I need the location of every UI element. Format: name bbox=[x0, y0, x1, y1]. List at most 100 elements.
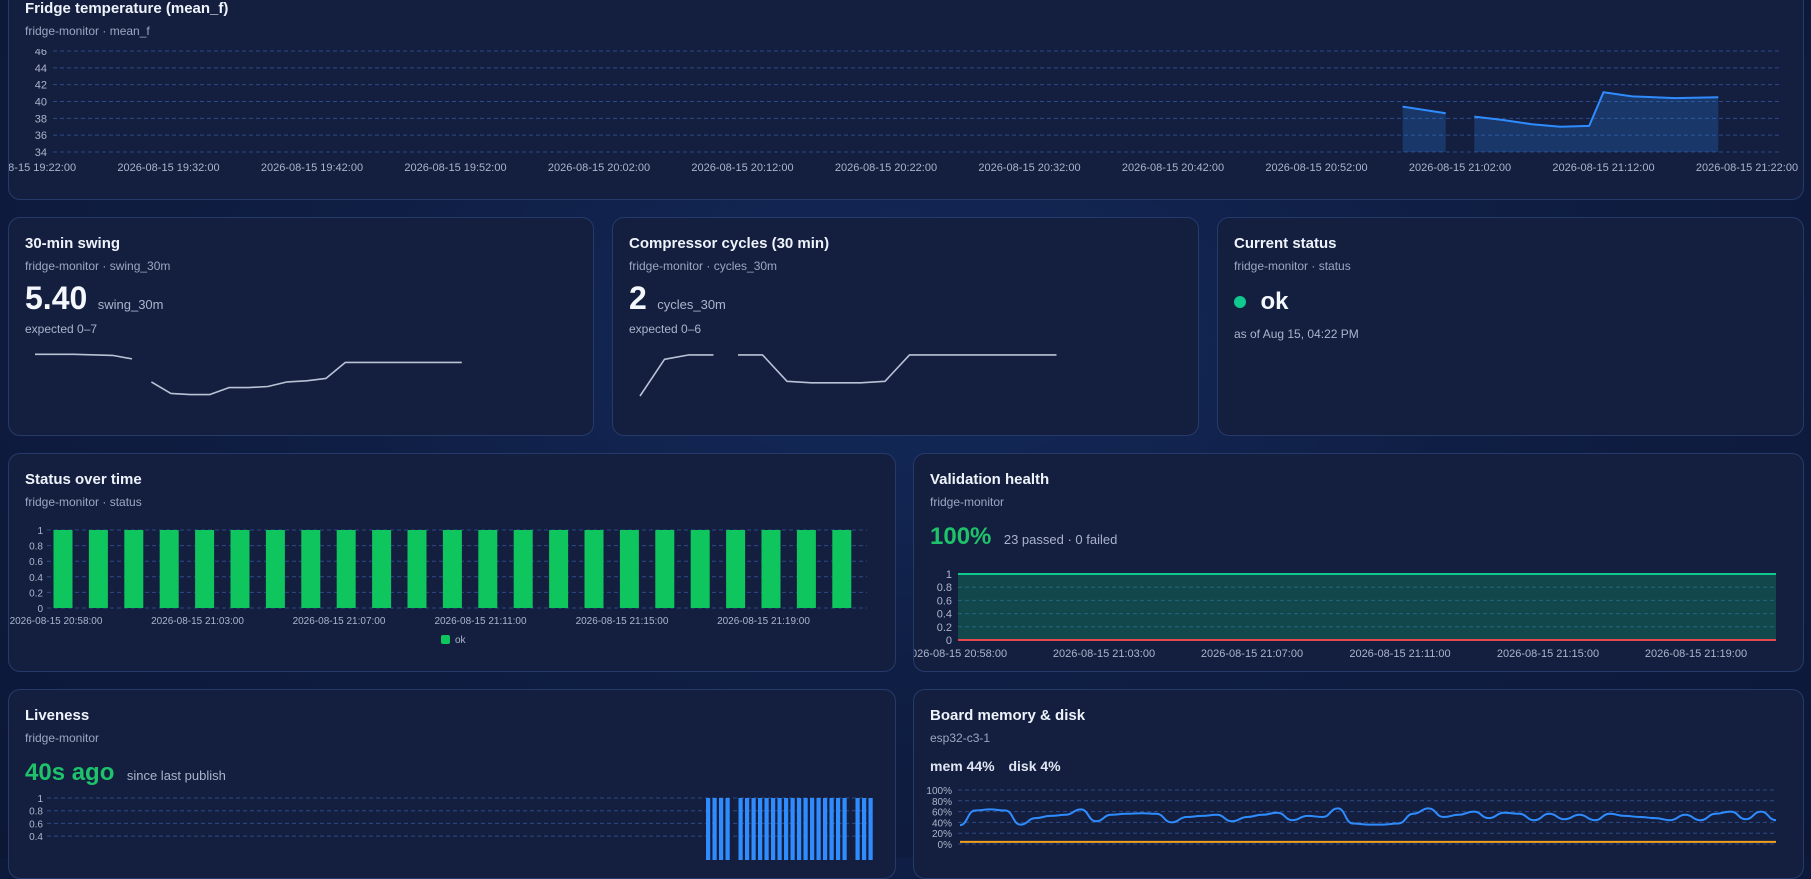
x-tick-label: 2026-08-15 20:32:00 bbox=[978, 162, 1080, 174]
temperature-area bbox=[1402, 106, 1446, 152]
panel-subtitle: fridge-monitor bbox=[930, 495, 1005, 509]
status-bar bbox=[336, 530, 356, 608]
validation-health-chart: 00.20.4 0.60.81 2026-08-15 20:58:00 2026-08… bbox=[914, 569, 1776, 660]
panel-subtitle: esp32-c3-1 bbox=[930, 731, 991, 745]
y-tick-label: 0.8 bbox=[29, 542, 43, 553]
y-tick-label: 0.4 bbox=[29, 573, 43, 584]
panel-title: Board memory & disk bbox=[930, 707, 1086, 724]
liveness-bar bbox=[784, 798, 789, 860]
validation-percent: 100% bbox=[930, 523, 992, 550]
status-bar bbox=[265, 530, 285, 608]
x-tick-label: 2026-08-15 21:19:00 bbox=[1645, 648, 1747, 660]
status-bar bbox=[761, 530, 781, 608]
y-tick-label: 0.2 bbox=[937, 622, 952, 634]
liveness-bar bbox=[868, 798, 873, 860]
panel-title: Status over time bbox=[25, 471, 142, 488]
validation-health-panel: Validation health fridge-monitor 100% 23… bbox=[913, 453, 1804, 672]
x-tick-label: 2026-08-15 21:11:00 bbox=[434, 616, 527, 627]
y-tick-label: 42 bbox=[35, 80, 47, 92]
x-tick-label: 2026-08-15 20:42:00 bbox=[1122, 162, 1224, 174]
liveness-bar bbox=[823, 798, 828, 860]
status-dot-icon bbox=[1234, 296, 1246, 308]
status-bar bbox=[796, 530, 816, 608]
liveness-bar bbox=[862, 798, 867, 860]
x-tick-label: 2026-08-15 21:07:00 bbox=[293, 616, 386, 627]
liveness-value: 40s ago bbox=[25, 759, 115, 786]
y-tick-label: 40 bbox=[35, 97, 47, 109]
liveness-bar bbox=[706, 798, 711, 860]
liveness-bar bbox=[803, 798, 808, 860]
panel-subtitle: fridge-monitor · cycles_30m bbox=[629, 259, 778, 273]
fridge-temperature-panel: Fridge temperature (mean_f) fridge-monit… bbox=[8, 0, 1804, 200]
status-bar bbox=[619, 530, 639, 608]
expected-range: expected 0–7 bbox=[25, 322, 98, 336]
x-tick-label: 2026-08-15 21:12:00 bbox=[1552, 162, 1654, 174]
y-tick-label: 1 bbox=[37, 526, 43, 537]
current-status-panel: Current status fridge-monitor · status o… bbox=[1217, 217, 1804, 436]
x-tick-label: 2026-08-15 20:58:00 bbox=[10, 616, 103, 627]
status-bar bbox=[690, 530, 710, 608]
disk-usage: disk 4% bbox=[1008, 758, 1061, 774]
expected-range: expected 0–6 bbox=[629, 322, 702, 336]
x-tick-label: 2026-08-15 21:07:00 bbox=[1201, 648, 1303, 660]
x-tick-label: 2026-08-15 19:22:00 bbox=[9, 162, 76, 174]
status-bar bbox=[726, 530, 746, 608]
x-tick-label: 2026-08-15 19:52:00 bbox=[404, 162, 506, 174]
liveness-bar bbox=[751, 798, 756, 860]
y-tick-label: 46 bbox=[35, 49, 47, 58]
memory-line bbox=[959, 807, 1777, 827]
compressor-cycles-panel: Compressor cycles (30 min) fridge-monito… bbox=[612, 217, 1199, 436]
x-tick-label: 2026-08-15 21:03:00 bbox=[1053, 648, 1155, 660]
board-memory-disk-panel: Board memory & disk esp32-c3-1 mem 44% d… bbox=[913, 689, 1804, 879]
x-tick-label: 2026-08-15 21:03:00 bbox=[151, 616, 244, 627]
legend-swatch-icon bbox=[441, 635, 450, 644]
status-bar bbox=[832, 530, 852, 608]
status-bar bbox=[478, 530, 498, 608]
sparkline-segment bbox=[639, 354, 714, 397]
panel-title: Fridge temperature (mean_f) bbox=[25, 0, 229, 17]
status-timestamp: as of Aug 15, 04:22 PM bbox=[1234, 327, 1359, 341]
liveness-bar bbox=[777, 798, 782, 860]
fridge-temperature-chart: 34 36 38 40 42 44 46 2026-08-15 19:22:00 2026-08… bbox=[9, 49, 1798, 174]
liveness-bar bbox=[771, 798, 776, 860]
liveness-bar bbox=[855, 798, 860, 860]
stat-row: 2 cycles_30m bbox=[629, 280, 726, 317]
y-tick-label: 100% bbox=[926, 786, 952, 797]
swing-sparkline bbox=[35, 353, 462, 396]
x-tick-label: 2026-08-15 20:02:00 bbox=[548, 162, 650, 174]
y-tick-label: 1 bbox=[37, 794, 43, 805]
swing-panel: 30-min swing fridge-monitor · swing_30m … bbox=[8, 217, 594, 436]
sparkline-segment bbox=[35, 353, 133, 360]
status-over-time-chart: 0 0.2 0.4 0.6 0.8 1 2026-08-15 20:58:00 2026-08… bbox=[10, 526, 867, 646]
panel-subtitle: fridge-monitor · status bbox=[1234, 259, 1351, 273]
y-tick-label: 1 bbox=[946, 569, 952, 581]
panel-subtitle: fridge-monitor · status bbox=[25, 495, 142, 509]
panel-title: 30-min swing bbox=[25, 235, 121, 252]
legend-label: ok bbox=[455, 635, 467, 646]
y-tick-label: 34 bbox=[35, 147, 47, 159]
y-tick-label: 20% bbox=[932, 829, 952, 840]
liveness-bar bbox=[725, 798, 730, 860]
liveness-bar bbox=[810, 798, 815, 860]
status-bar bbox=[53, 530, 73, 608]
x-tick-label: 2026-08-15 20:58:00 bbox=[914, 648, 1007, 660]
liveness-bar bbox=[836, 798, 841, 860]
status-bar bbox=[301, 530, 321, 608]
y-tick-label: 60% bbox=[932, 808, 952, 819]
panel-subtitle: fridge-monitor · mean_f bbox=[25, 24, 150, 38]
y-tick-label: 0.4 bbox=[937, 609, 952, 621]
panel-title: Validation health bbox=[930, 471, 1050, 488]
y-tick-label: 38 bbox=[35, 113, 47, 125]
y-tick-label: 0 bbox=[946, 635, 952, 647]
x-tick-label: 2026-08-15 21:02:00 bbox=[1409, 162, 1511, 174]
stat-unit: swing_30m bbox=[97, 297, 164, 312]
y-tick-label: 80% bbox=[932, 797, 952, 808]
stat-row: 5.40 swing_30m bbox=[25, 280, 164, 317]
liveness-bar bbox=[738, 798, 743, 860]
status-bar bbox=[655, 530, 675, 608]
liveness-bar bbox=[816, 798, 821, 860]
liveness-bar bbox=[745, 798, 750, 860]
liveness-bar bbox=[712, 798, 717, 860]
stat-value: 2 bbox=[629, 280, 647, 316]
liveness-detail: since last publish bbox=[126, 768, 226, 783]
